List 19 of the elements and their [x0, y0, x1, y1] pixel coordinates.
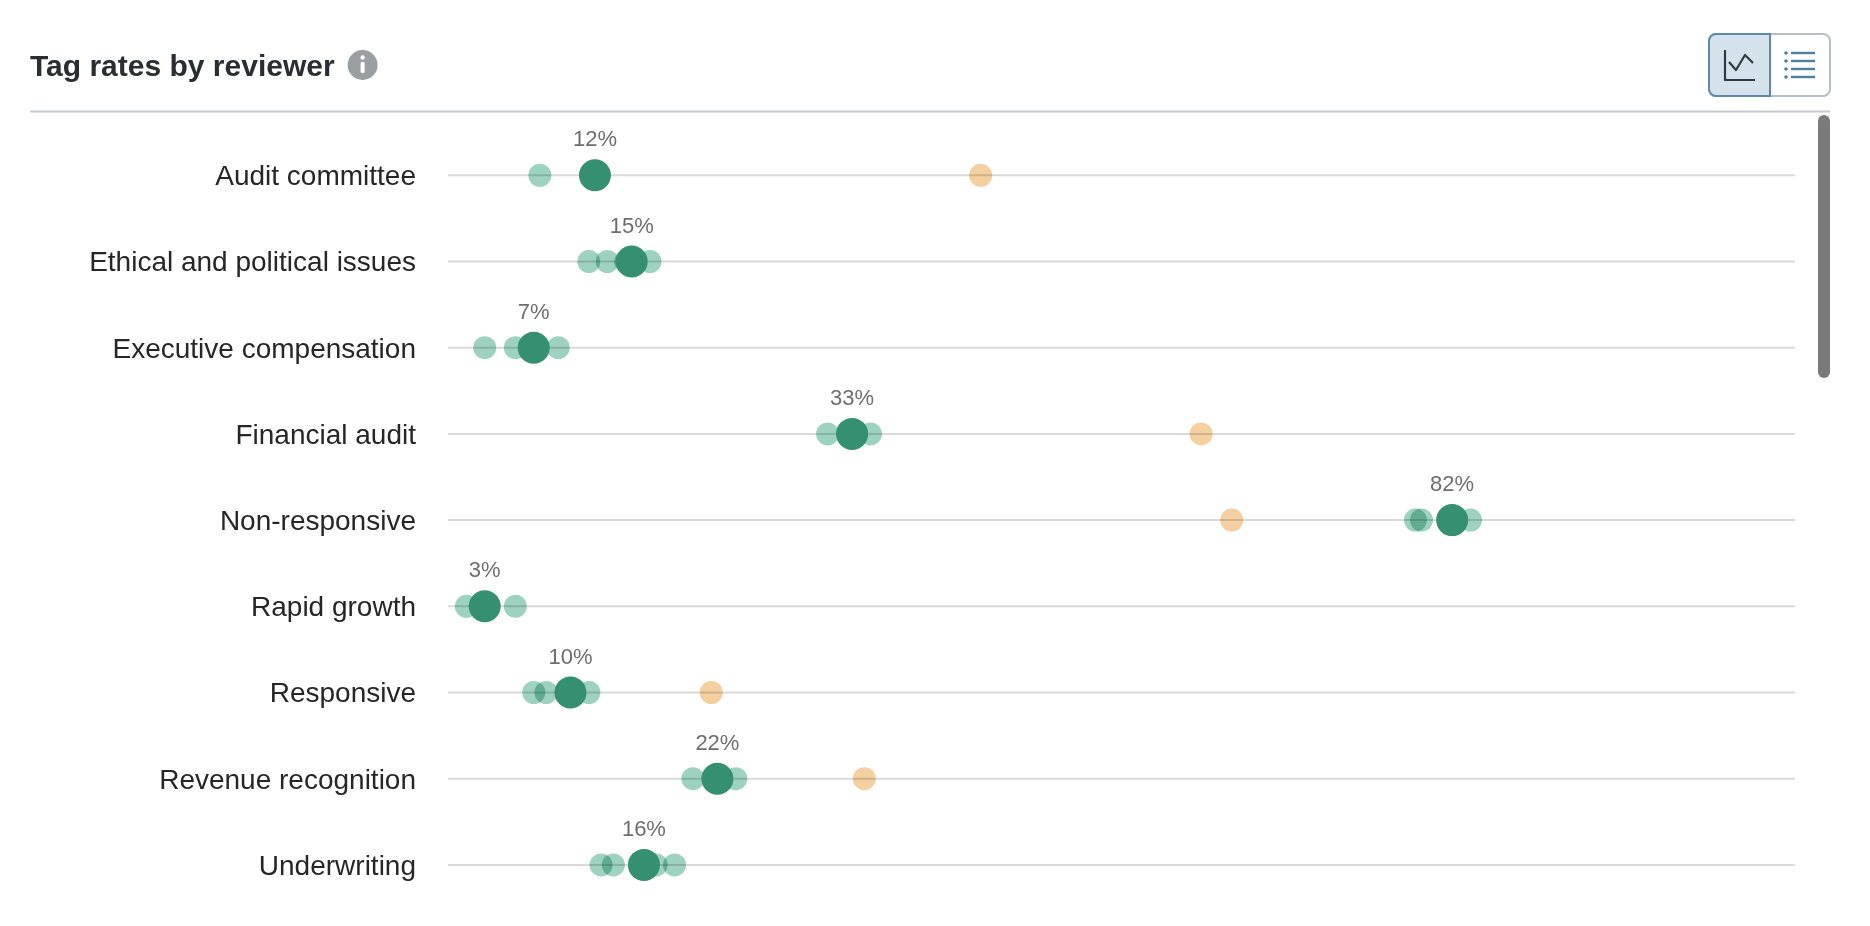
y-tick-label: Responsive	[269, 677, 416, 709]
y-tick-label: Ethical and political issues	[89, 246, 416, 278]
text: Tag rates by reviewer	[30, 49, 335, 82]
data-label: 3%	[468, 557, 501, 583]
data-label: 16%	[621, 815, 666, 841]
y-tick-label: Non-responsive	[219, 504, 416, 536]
y-tick-label: Rapid growth	[251, 591, 416, 623]
data-label: 82%	[1430, 471, 1475, 497]
data-label: 7%	[517, 298, 550, 324]
y-tick-label: Financial audit	[235, 418, 417, 450]
data-label: 12%	[572, 126, 617, 152]
y-tick-label: Executive compensation	[112, 332, 416, 364]
data-label: 33%	[830, 384, 875, 410]
data-label: 22%	[695, 729, 740, 755]
y-tick-label: Underwriting	[258, 849, 416, 881]
data-label: 15%	[609, 212, 654, 238]
data-label: 10%	[548, 643, 593, 669]
y-tick-label: Revenue recognition	[159, 763, 416, 795]
y-tick-label: Audit committee	[215, 160, 416, 192]
